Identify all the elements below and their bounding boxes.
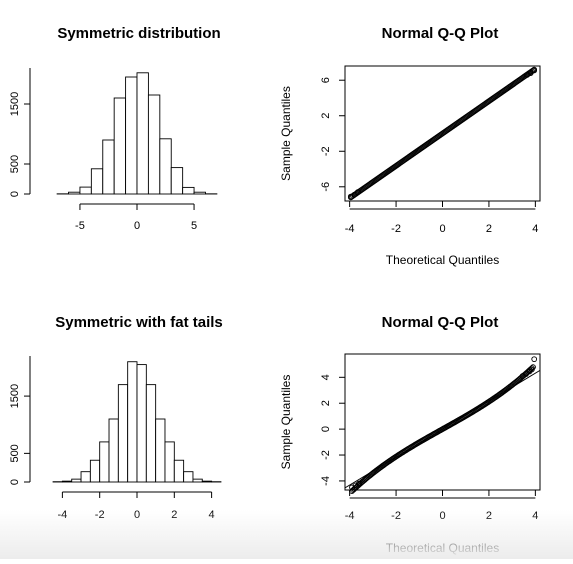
y-axis-label: Sample Quantiles: [279, 86, 293, 181]
histogram-bar: [72, 479, 81, 482]
histogram-bar: [103, 140, 114, 194]
y-tick-label: 4: [320, 374, 332, 380]
histogram-bar: [80, 187, 91, 194]
x-tick-label: 2: [486, 223, 492, 235]
x-axis-label: Theoretical Quantiles: [386, 253, 499, 267]
histogram-bar: [202, 481, 211, 482]
x-tick-label: 0: [134, 220, 140, 232]
x-tick-label: -5: [75, 220, 85, 232]
x-axis: -4 -2 0 2 4: [345, 490, 539, 522]
x-tick-label: -2: [95, 509, 105, 521]
x-tick-label: 4: [532, 223, 538, 235]
chart-title: Symmetric distribution: [57, 25, 220, 42]
y-tick-label: -6: [320, 182, 332, 192]
qq-reference-line: [345, 370, 540, 488]
chart-panel-3: Symmetric with fat tails -4 -2 0 2 4 0 500 1500: [9, 314, 223, 521]
x-axis: -4 -2 0 2 4: [57, 492, 214, 521]
histogram-bar: [194, 192, 205, 194]
x-tick-label: 0: [439, 223, 445, 235]
x-tick-label: -4: [345, 510, 355, 522]
x-tick-label: -2: [391, 510, 401, 522]
histogram-bar: [146, 385, 155, 482]
x-tick-label: 2: [486, 510, 492, 522]
x-axis: -4 -2 0 2 4: [345, 201, 539, 235]
y-tick-label: 1500: [9, 92, 21, 116]
y-axis: 0 500 1500: [9, 68, 30, 197]
histogram-bar: [165, 442, 174, 482]
histogram-bars: [57, 73, 217, 194]
chart-panel-2: Normal Q-Q Plot -4 -2 0 2 4 Theoretical Quanti…: [279, 25, 540, 267]
y-tick-label: 1500: [9, 384, 21, 408]
x-tick-label: -4: [57, 509, 67, 521]
y-tick-label: 500: [9, 444, 21, 462]
y-axis: -6 -2 2 6: [320, 77, 345, 192]
histogram-bar: [137, 365, 146, 482]
histogram-bar: [90, 460, 99, 482]
histogram-bar: [109, 419, 118, 482]
chart-title: Normal Q-Q Plot: [382, 314, 499, 331]
chart-title: Symmetric with fat tails: [55, 314, 223, 331]
x-tick-label: 4: [209, 509, 215, 521]
y-tick-label: 0: [320, 426, 332, 432]
y-tick-label: 6: [320, 77, 332, 83]
x-tick-label: -2: [391, 223, 401, 235]
qq-points: [348, 67, 536, 199]
histogram-bar: [91, 169, 102, 194]
y-tick-label: 0: [9, 479, 21, 485]
histogram-bar: [114, 98, 125, 194]
x-axis-label: Theoretical Quantiles: [386, 541, 499, 555]
qq-points: [350, 357, 537, 494]
y-tick-label: 2: [320, 400, 332, 406]
y-axis: -4 -2 0 2 4: [320, 374, 345, 486]
histogram-bar: [81, 472, 90, 482]
histogram-bar: [62, 481, 71, 482]
histogram-bar: [128, 362, 137, 482]
histogram-bar: [184, 472, 193, 482]
histogram-bars: [53, 362, 221, 482]
qq-point: [532, 357, 537, 362]
y-tick-label: 2: [320, 113, 332, 119]
histogram-bar: [148, 95, 159, 194]
x-tick-label: 0: [134, 509, 140, 521]
x-tick-label: 4: [532, 510, 538, 522]
y-tick-label: -2: [320, 450, 332, 460]
y-axis-label: Sample Quantiles: [279, 375, 293, 470]
y-tick-label: 0: [9, 191, 21, 197]
chart-panel-1: Symmetric distribution -5 0 5 0 500 1500: [9, 25, 221, 232]
x-tick-label: 0: [439, 510, 445, 522]
histogram-bar: [193, 479, 202, 482]
y-tick-label: 500: [9, 155, 21, 173]
chart-title: Normal Q-Q Plot: [382, 25, 499, 42]
histogram-bar: [171, 168, 182, 194]
histogram-bar: [137, 73, 148, 194]
chart-panel-4: Normal Q-Q Plot -4 -2 0 2 4 Theoretical Quanti…: [279, 314, 540, 555]
histogram-bar: [174, 460, 183, 482]
histogram-bar: [69, 192, 80, 194]
y-axis: 0 500 1500: [9, 356, 30, 485]
x-tick-label: 5: [191, 220, 197, 232]
x-tick-label: 2: [171, 509, 177, 521]
y-tick-label: -4: [320, 476, 332, 486]
histogram-bar: [160, 139, 171, 194]
histogram-bar: [118, 385, 127, 482]
histogram-bar: [183, 187, 194, 194]
histogram-bar: [126, 77, 137, 194]
x-tick-label: -4: [345, 223, 355, 235]
histogram-bar: [100, 442, 109, 482]
y-tick-label: -2: [320, 146, 332, 156]
x-axis: -5 0 5: [75, 204, 197, 232]
histogram-bar: [156, 419, 165, 482]
